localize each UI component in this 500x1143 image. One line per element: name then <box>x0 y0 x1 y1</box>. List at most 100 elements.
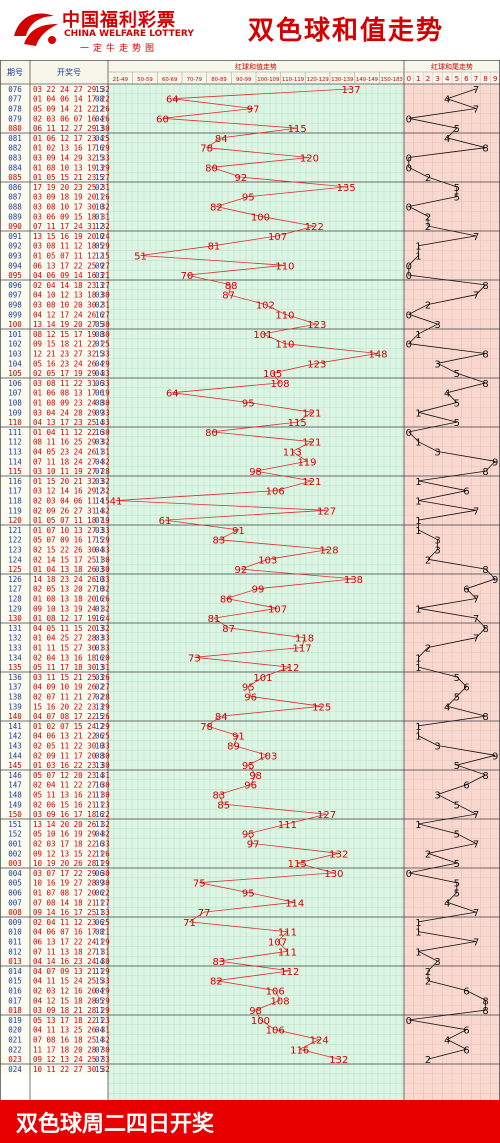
blue-ball-cell: 04 <box>95 369 105 378</box>
red-balls-cell: 03 12 14 16 29 32 <box>33 487 110 496</box>
sum-value-label: 98 <box>249 1006 262 1017</box>
red-balls-cell: 03 07 17 22 29 30 <box>33 869 110 878</box>
red-balls-cell: 04 05 23 24 26 31 <box>33 448 110 457</box>
sum-value-label: 125 <box>312 702 331 713</box>
red-balls-cell: 03 09 14 29 32 33 <box>33 154 110 163</box>
issue-cell: 116 <box>8 477 22 486</box>
blue-ball-cell: 13 <box>95 163 104 172</box>
blue-ball-cell: 08 <box>95 399 105 408</box>
blue-ball-cell: 01 <box>95 604 104 613</box>
blue-ball-cell: 13 <box>95 761 104 770</box>
issue-cell: 018 <box>8 1006 22 1015</box>
sum-value-label: 127 <box>317 810 336 821</box>
red-balls-cell: 03 11 15 21 25 26 <box>33 673 110 682</box>
red-balls-cell: 01 08 12 17 19 24 <box>33 614 110 623</box>
issue-cell: 085 <box>8 173 22 182</box>
issue-cell: 140 <box>8 712 22 721</box>
tail-value-label: 1 <box>415 408 421 419</box>
tail-value-label: 0 <box>406 163 412 174</box>
issue-cell: 103 <box>8 350 22 359</box>
red-balls-cell: 02 09 26 27 31 32 <box>33 506 110 515</box>
blue-ball-cell: 16 <box>95 310 105 319</box>
blue-ball-cell: 14 <box>95 1036 105 1045</box>
sum-range-label: 50-59 <box>137 77 152 83</box>
blue-ball-cell: 15 <box>95 85 104 94</box>
issue-cell: 139 <box>8 702 22 711</box>
blue-ball-cell: 06 <box>95 869 105 878</box>
issue-cell: 135 <box>8 663 22 672</box>
issue-cell: 016 <box>8 987 22 996</box>
blue-ball-cell: 16 <box>95 428 105 437</box>
blue-ball-cell: 15 <box>95 350 104 359</box>
sum-value-label: 82 <box>210 977 223 988</box>
blue-ball-cell: 15 <box>95 1065 104 1074</box>
sum-value-label: 98 <box>249 467 262 478</box>
tail-value-label: 8 <box>482 1006 488 1017</box>
blue-ball-cell: 10 <box>95 232 105 241</box>
header: 中国福利彩票 CHINA WELFARE LOTTERY 一定牛走势图 双色球和… <box>0 0 500 60</box>
issue-cell: 110 <box>8 418 22 427</box>
tail-value-label: 0 <box>406 154 412 165</box>
red-balls-cell: 04 09 10 19 26 27 <box>33 683 110 692</box>
red-balls-cell: 04 10 12 13 18 30 <box>33 291 110 300</box>
issue-cell: 009 <box>8 918 22 927</box>
blue-ball-cell: 13 <box>95 702 104 711</box>
sum-value-label: 91 <box>232 732 245 743</box>
issue-cell: 150 <box>8 810 22 819</box>
red-balls-cell: 03 09 16 17 18 22 <box>33 810 110 819</box>
sum-value-label: 91 <box>232 526 245 537</box>
sum-value-label: 120 <box>300 154 319 165</box>
sum-value-label: 61 <box>159 516 172 527</box>
red-balls-cell: 03 09 18 19 20 26 <box>33 193 110 202</box>
red-balls-cell: 14 18 23 24 26 33 <box>33 575 110 584</box>
tail-value-label: 2 <box>425 849 431 860</box>
tail-value-label: 1 <box>415 653 421 664</box>
tail-value-label: 7 <box>473 595 479 606</box>
blue-ball-cell: 11 <box>95 898 104 907</box>
blue-ball-cell: 03 <box>95 291 104 300</box>
tail-value-label: 3 <box>434 536 440 547</box>
issue-cell: 136 <box>8 673 22 682</box>
blue-ball-cell: 08 <box>95 95 105 104</box>
issue-cell: 003 <box>8 859 22 868</box>
sum-value-label: 51 <box>134 252 147 263</box>
sum-value-label: 112 <box>280 663 299 674</box>
sum-value-label: 96 <box>244 781 257 792</box>
sum-value-label: 95 <box>242 830 255 841</box>
sum-value-label: 111 <box>278 947 297 958</box>
issue-cell: 114 <box>8 457 22 466</box>
tail-value-label: 8 <box>482 281 488 292</box>
sum-value-label: 111 <box>278 820 297 831</box>
tail-digit-label: 7 <box>474 75 478 83</box>
issue-cell: 104 <box>8 359 22 368</box>
sum-value-label: 119 <box>297 457 316 468</box>
brand-name-cn: 中国福利彩票 <box>62 10 176 31</box>
blue-ball-cell: 16 <box>95 595 105 604</box>
red-balls-cell: 01 04 25 27 28 33 <box>33 634 110 643</box>
blue-ball-cell: 10 <box>95 585 105 594</box>
blue-ball-cell: 12 <box>95 487 104 496</box>
tail-value-label: 0 <box>406 869 412 880</box>
tail-value-label: 9 <box>492 457 498 468</box>
sum-value-label: 103 <box>258 751 277 762</box>
tail-value-label: 4 <box>444 1036 450 1047</box>
tail-value-label: 8 <box>482 379 488 390</box>
red-balls-cell: 02 03 12 16 20 29 <box>33 987 110 996</box>
sum-value-label: 113 <box>283 448 302 459</box>
issue-cell: 076 <box>8 85 22 94</box>
sum-value-label: 71 <box>183 918 196 929</box>
issue-cell: 137 <box>8 683 22 692</box>
blue-ball-cell: 11 <box>95 1016 104 1025</box>
blue-ball-cell: 01 <box>95 340 104 349</box>
brand-subtitle: 一定牛走势图 <box>80 44 159 54</box>
sum-value-label: 148 <box>368 350 387 361</box>
tail-value-label: 5 <box>454 369 460 380</box>
red-balls-cell: 05 07 09 16 17 29 <box>33 536 110 545</box>
issue-cell: 132 <box>8 634 22 643</box>
tail-value-label: 1 <box>415 516 421 527</box>
red-balls-cell: 03 22 24 27 29 32 <box>33 85 110 94</box>
sum-range-label: 100-109 <box>257 77 279 83</box>
tail-value-label: 1 <box>415 663 421 674</box>
blue-ball-cell: 11 <box>95 820 104 829</box>
red-balls-cell: 13 14 20 20 26 32 <box>33 820 110 829</box>
